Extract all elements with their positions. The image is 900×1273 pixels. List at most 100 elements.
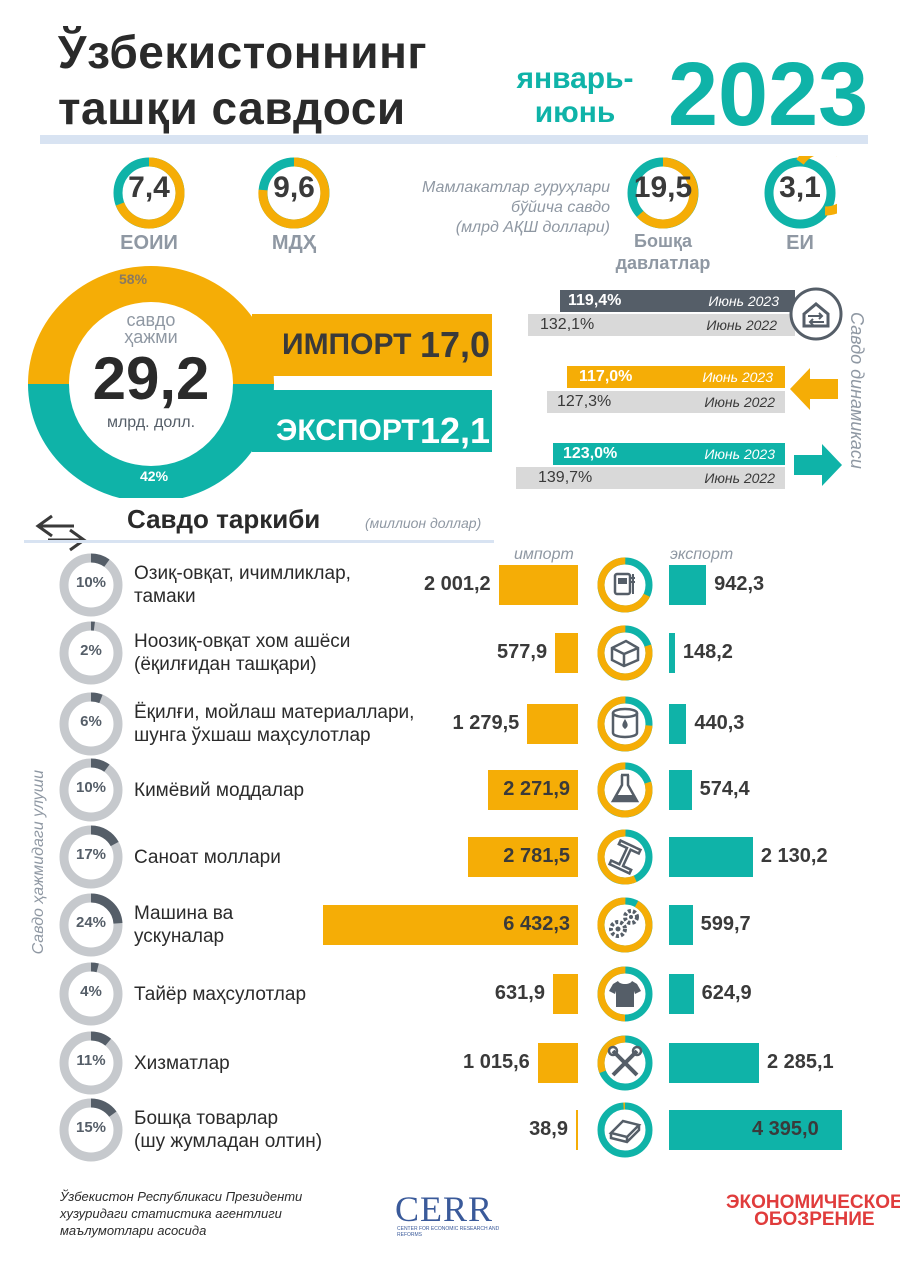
dynamics-turnover-2023-label: Июнь 2023 [708,293,779,309]
category-label-line: Ноозиқ-овқат хом ашёси [134,631,351,652]
header-divider [40,135,868,144]
export-bar [669,905,693,945]
import-total-bar [252,314,492,376]
dynamics-export-2023-bar: 123,0% Июнь 2023 [553,443,785,465]
group-label-eoii: ЕОИИ [120,232,178,254]
export-value: 2 130,2 [760,845,828,867]
import-value: 1 279,5 [452,712,520,734]
export-value: 148,2 [682,641,733,663]
share-donut [59,825,123,889]
gears-icon [597,897,653,953]
export-bar [669,837,753,877]
share-value: 10% [75,779,107,796]
dynamics-import-2023-bar: 117,0% Июнь 2023 [567,366,785,388]
category-label: Озиқ-овқат, ичимликлар, тамаки [134,562,351,608]
category-label-line: Тайёр маҳсулотлар [134,983,307,1005]
share-value: 24% [75,914,107,931]
category-label-line: Бошқа товарлар [134,1108,279,1129]
title-line-2: ташқи савдоси [58,82,406,134]
group-value-ei: 3,1 [779,171,821,204]
export-bar [669,770,692,810]
groups-caption-line-3: (млрд АҚШ доллари) [455,219,610,236]
import-value: 631,9 [494,982,545,1004]
composition-title: Савдо таркиби [127,504,321,534]
export-total-value: 12,1 [420,410,491,451]
category-label-line: (шу жумладан олтин) [134,1131,323,1152]
source-line-2: хузуридаги статистика агентлиги [60,1206,282,1221]
dynamics-export-2022-bar: 139,7% Июнь 2022 [516,467,785,489]
import-bar [537,1043,578,1083]
export-arrow-icon [794,444,842,486]
dynamics-turnover-2022-value: 132,1% [540,316,595,333]
category-label-line: Ёқилғи, мойлаш материаллари, [134,702,415,723]
dynamics-export-2023-value: 123,0% [563,445,618,462]
food-icon [597,557,653,613]
dynamics-turnover-2022-bar: 132,1% Июнь 2022 [528,314,795,336]
steel-beam-icon [597,829,653,885]
chemistry-flask-icon [597,762,653,818]
tshirt-icon [597,966,653,1022]
share-donut [59,962,123,1026]
import-value: 2 781,5 [503,845,570,867]
groups-caption-line-2: бўйича савдо [510,199,610,216]
import-arrow-icon [790,368,838,410]
import-value: 6 432,3 [503,913,570,935]
import-bar [323,905,578,945]
export-value: 624,9 [701,982,752,1004]
page-title: Ўзбекистоннинг ташқи савдоси [58,24,427,136]
share-value: 17% [75,846,107,863]
dynamics-import-2022-value: 127,3% [557,393,612,410]
dynamics-import-2022-bar: 127,3% Июнь 2022 [547,391,785,413]
category-label: Тайёр маҳсулотлар [134,983,306,1006]
export-bar [669,1110,842,1150]
import-bar [487,770,578,810]
cerr-logo-subtitle: CENTER FOR ECONOMIC RESEARCH AND REFORMS [397,1226,500,1238]
import-column-header: импорт [514,546,574,563]
source-note: Ўзбекистон Республикаси Президенти хузур… [60,1188,302,1239]
import-value: 577,9 [497,641,548,663]
group-ring-other [627,157,699,229]
export-bar [669,704,687,744]
category-label: Ёқилғи, мойлаш материаллари, шунга ўхшаш … [134,701,414,747]
category-label-line: Машина ва [134,903,234,924]
export-value: 574,4 [699,778,750,800]
import-value: 1 015,6 [463,1051,530,1073]
import-bar [498,565,578,605]
export-bar [669,974,694,1014]
volume-unit: млрд. долл. [106,414,196,431]
export-value: 2 285,1 [766,1051,834,1073]
group-label-ei: ЕИ [786,232,814,254]
import-bar [576,1110,578,1150]
category-label-line: Кимёвий моддалар [134,779,305,801]
cerr-logo: CERR [395,1189,494,1229]
volume-donut [28,266,274,498]
dynamics-export-2022-label: Июнь 2022 [704,470,775,486]
import-total-label: ИМПОРТ [282,328,412,361]
dynamics-import-2023-label: Июнь 2023 [702,369,773,385]
import-value: 2 001,2 [423,573,491,595]
dynamics-turnover-2023-bar: 119,4% Июнь 2023 [560,290,795,312]
economic-review-logo: ЭКОНОМИЧЕСКОЕ ОБОЗРЕНИЕ [726,1193,900,1229]
category-label-line: Саноат моллари [134,846,281,868]
group-label-other-line-2: давлатлар [615,253,711,273]
raw-materials-icon [597,625,653,681]
category-label-line: тамаки [134,586,196,607]
group-ring-ei [764,156,837,229]
title-line-1: Ўзбекистоннинг [58,26,428,78]
group-label-mdh: МДҲ [271,232,317,254]
year: 2023 [668,45,869,145]
import-bar [555,633,578,673]
export-bar [669,1043,759,1083]
import-bar [527,704,578,744]
category-label-line: Озиқ-овқат, ичимликлар, [134,563,351,584]
export-bar [669,565,707,605]
dynamics-import-2023-value: 117,0% [579,368,633,385]
group-label-other: Бошқа давлатлар [603,230,723,274]
category-label-line: (ёқилғидан ташқари) [134,654,317,675]
export-value: 4 395,0 [752,1118,819,1140]
share-donut [59,758,123,822]
export-total-label: ЭКСПОРТ [276,414,420,447]
fuel-barrel-icon [597,696,653,752]
source-line-3: маълумотлари асосида [60,1223,207,1238]
share-value: 4% [80,983,102,1000]
